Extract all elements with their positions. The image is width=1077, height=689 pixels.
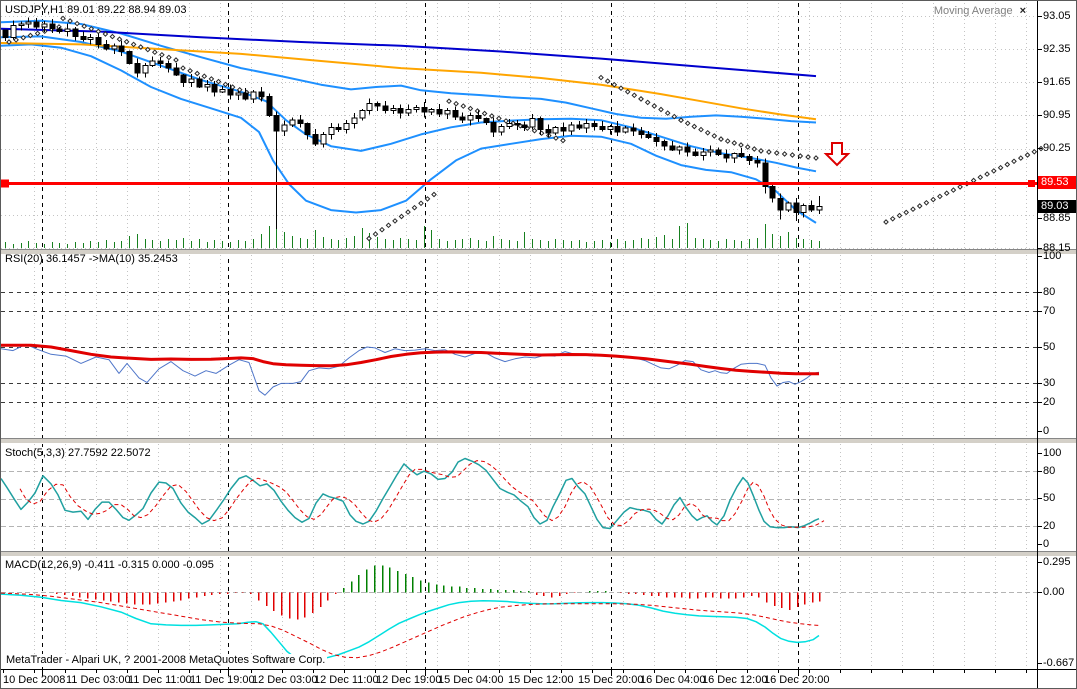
price-axis-label: 100 [1043, 447, 1062, 459]
indicator-close-icon[interactable]: × [1019, 5, 1026, 17]
time-axis-label: 12 Dec 03:00 [252, 674, 318, 686]
time-axis-label: 12 Dec 19:00 [376, 674, 442, 686]
price-axis-label: 88.15 [1043, 242, 1071, 254]
price-axis-label: 93.05 [1043, 10, 1071, 22]
chart-title: USDJPY,H1 89.01 89.22 88.94 89.03 [5, 4, 187, 16]
price-axis-label: 30 [1043, 377, 1056, 389]
time-axis-label: 15 Dec 12:00 [508, 674, 574, 686]
price-axis-label: 80 [1043, 465, 1056, 477]
copyright-text: MetaTrader - Alpari UK, ? 2001-2008 Meta… [4, 654, 328, 666]
macd-label: MACD(12,26,9) -0.411 -0.315 0.000 -0.095 [5, 559, 214, 571]
time-axis-label: 11 Dec 11:00 [128, 674, 192, 686]
time-axis-label: 16 Dec 04:00 [640, 674, 706, 686]
price-badge-line: 89.53 [1038, 176, 1076, 189]
time-axis-label: 15 Dec 04:00 [438, 674, 504, 686]
price-axis-label: 92.35 [1043, 43, 1071, 55]
price-axis-label: 90.25 [1043, 142, 1071, 154]
time-axis-label: 15 Dec 20:00 [578, 674, 644, 686]
price-axis-label: 0.00 [1043, 586, 1065, 598]
price-axis-label: 20 [1043, 396, 1056, 408]
price-axis-label: 70 [1043, 305, 1056, 317]
time-axis-label: 12 Dec 11:00 [314, 674, 379, 686]
time-axis-label: 11 Dec 03:00 [66, 674, 131, 686]
price-axis-label: 100 [1043, 250, 1062, 262]
indicator-name-label: Moving Average [933, 5, 1013, 17]
stoch-label: Stoch(5,3,3) 27.7592 22.5072 [5, 447, 151, 459]
price-axis-label: 80 [1043, 286, 1056, 298]
price-axis-label: 90.95 [1043, 109, 1071, 121]
price-axis-label: 88.85 [1043, 212, 1071, 224]
time-axis-label: 16 Dec 20:00 [764, 674, 830, 686]
price-axis-label: 91.65 [1043, 76, 1071, 88]
price-axis-label: 50 [1043, 341, 1056, 353]
price-axis-label: 0 [1043, 538, 1050, 550]
price-axis-label: 0 [1043, 425, 1050, 437]
rsi-label: RSI(20) 36.1457 ->MA(10) 35.2453 [5, 253, 178, 265]
time-axis-label: 11 Dec 19:00 [190, 674, 255, 686]
time-axis-label: 10 Dec 2008 [3, 674, 66, 686]
price-axis-label: -0.667 [1043, 657, 1075, 669]
indicator-window-title: Moving Average × [934, 5, 1026, 17]
price-axis-label: 50 [1043, 492, 1056, 504]
price-axis-label: 20 [1043, 520, 1056, 532]
price-badge-current: 89.03 [1038, 200, 1076, 213]
price-axis-label: 0.295 [1043, 556, 1071, 568]
time-axis-label: 16 Dec 12:00 [702, 674, 768, 686]
